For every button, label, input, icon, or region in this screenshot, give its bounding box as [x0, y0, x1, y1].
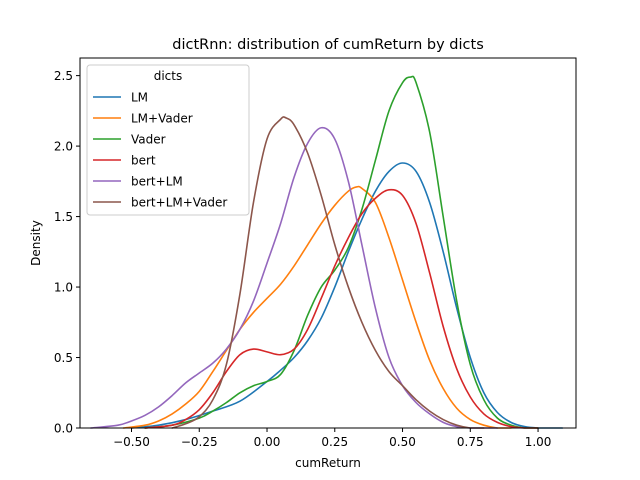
- x-tick-label: −0.25: [181, 435, 218, 449]
- x-tick-label: 0.50: [389, 435, 416, 449]
- legend-label-lm: LM: [131, 91, 148, 105]
- legend-box: [86, 64, 250, 216]
- y-axis-label: Density: [29, 220, 43, 266]
- legend-label-bert: bert: [131, 154, 156, 168]
- legend-label-bert-plus-lm: bert+LM: [131, 175, 183, 189]
- series-layer: [90, 75, 564, 429]
- series-line-vader: [144, 75, 539, 429]
- legend-label-bert-plus-lm-plus-vader: bert+LM+Vader: [131, 196, 227, 210]
- y-tick-label: 1.5: [54, 210, 73, 224]
- y-tick-label: 0.0: [54, 422, 73, 436]
- series-line-lm: [130, 162, 564, 429]
- y-tick-label: 2.0: [54, 140, 73, 154]
- legend-label-vader: Vader: [131, 133, 166, 147]
- legend-title: dicts: [154, 69, 183, 83]
- series-line-lm-plus-vader: [122, 185, 512, 429]
- x-tick-label: 0.00: [254, 435, 281, 449]
- legend: dicts LM LM+Vader Vader bert bert+LM bert+LM+…: [86, 64, 250, 216]
- x-tick-label: −0.50: [113, 435, 150, 449]
- x-axis-ticks: −0.50 −0.25 0.00 0.25 0.50 0.75 1.00: [113, 428, 551, 449]
- legend-items: LM LM+Vader Vader bert bert+LM bert+LM+Vader: [93, 91, 227, 210]
- plot-area: −0.50 −0.25 0.00 0.25 0.50 0.75 1.00 0.0 0.5 1.0…: [54, 57, 577, 449]
- legend-label-lm-plus-vader: LM+Vader: [131, 112, 193, 126]
- x-tick-label: 1.00: [525, 435, 552, 449]
- series-line-bert-plus-lm: [90, 126, 499, 429]
- y-tick-label: 2.5: [54, 69, 73, 83]
- axes-frame: [79, 57, 577, 429]
- chart-title: dictRnn: distribution of cumReturn by di…: [172, 37, 484, 53]
- x-tick-label: 0.25: [321, 435, 348, 449]
- y-tick-label: 0.5: [54, 351, 73, 365]
- x-axis-label: cumReturn: [295, 456, 361, 470]
- x-tick-label: 0.75: [457, 435, 484, 449]
- series-line-bert-plus-lm-plus-vader: [171, 116, 485, 429]
- y-axis-ticks: 0.0 0.5 1.0 1.5 2.0 2.5: [54, 69, 80, 436]
- y-tick-label: 1.0: [54, 281, 73, 295]
